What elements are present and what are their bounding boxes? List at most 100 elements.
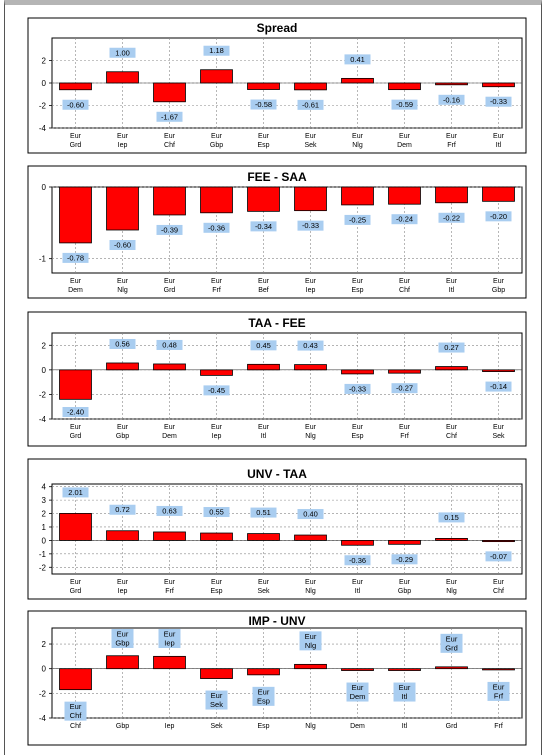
y-tick-label: -2 bbox=[39, 390, 47, 399]
category-label: Esp bbox=[257, 723, 269, 730]
value-label-text: -0.58 bbox=[255, 100, 272, 109]
value-label-box bbox=[485, 551, 512, 562]
value-label-text: Sek bbox=[210, 700, 223, 709]
category-label: Frf bbox=[165, 588, 174, 595]
y-tick-label: 2 bbox=[42, 640, 47, 649]
bar bbox=[59, 513, 92, 541]
bar bbox=[388, 540, 421, 545]
category-label: Iep bbox=[118, 142, 128, 149]
bar bbox=[106, 362, 139, 371]
value-label: -0.36 bbox=[203, 222, 230, 233]
chart-panel-1: Spread -4 -2 0 2 Eur Grd -0.60 Eur Iep 1.00 Eur Chf -… bbox=[27, 17, 527, 154]
value-label: -0.16 bbox=[438, 94, 465, 105]
category-label: Dem bbox=[68, 287, 83, 294]
value-label-text: -0.22 bbox=[443, 213, 460, 222]
value-label-text: Frf bbox=[494, 691, 504, 700]
value-label: -0.29 bbox=[391, 554, 418, 565]
value-label-text: -0.29 bbox=[396, 555, 413, 564]
category-label: Eur bbox=[399, 133, 411, 140]
value-label-box bbox=[346, 682, 369, 702]
category-label: Bef bbox=[258, 287, 269, 294]
category-label: Itl bbox=[355, 588, 361, 595]
value-label-text: -0.78 bbox=[67, 253, 84, 262]
value-label: -0.39 bbox=[156, 224, 183, 235]
category-label: Gbp bbox=[116, 433, 129, 440]
value-label-text: Esp bbox=[257, 696, 270, 705]
panel-frame bbox=[27, 311, 527, 447]
category-label: Esp bbox=[351, 433, 363, 440]
y-tick-label: 2 bbox=[42, 341, 47, 350]
value-label: 0.56 bbox=[109, 338, 136, 349]
category-label: Dem bbox=[350, 723, 365, 730]
value-label-text: -0.24 bbox=[396, 215, 413, 224]
category-label: Eur bbox=[258, 424, 270, 431]
category-label: Itl bbox=[402, 723, 408, 730]
value-label: -0.58 bbox=[250, 99, 277, 110]
value-label-text: 0.41 bbox=[350, 55, 365, 64]
category-label: Frf bbox=[447, 142, 456, 149]
bar bbox=[482, 186, 515, 202]
y-tick-label: -2 bbox=[39, 563, 47, 572]
value-label-box bbox=[111, 629, 134, 648]
value-label: -0.27 bbox=[391, 383, 418, 394]
value-label-box bbox=[62, 99, 89, 110]
value-label: 0.27 bbox=[438, 342, 465, 353]
category-label: Eur bbox=[117, 579, 129, 586]
value-label-text: Eur bbox=[446, 634, 458, 643]
value-label-box bbox=[156, 339, 183, 350]
value-label-text: -0.39 bbox=[161, 225, 178, 234]
category-label: Grd bbox=[446, 723, 458, 730]
page-frame bbox=[4, 0, 542, 755]
value-label: -1.67 bbox=[156, 111, 183, 122]
category-label: Eur bbox=[164, 424, 176, 431]
bar bbox=[388, 186, 421, 205]
value-label-box bbox=[391, 554, 418, 565]
value-label: -0.22 bbox=[438, 212, 465, 223]
value-label: 2.01 bbox=[62, 487, 89, 498]
category-label: Eur bbox=[305, 133, 317, 140]
bar bbox=[482, 668, 515, 671]
chart-title: Spread bbox=[257, 21, 298, 35]
category-label: Iep bbox=[165, 723, 175, 730]
category-label: Eur bbox=[305, 424, 317, 431]
value-label-box bbox=[438, 342, 465, 353]
category-label: Grd bbox=[70, 588, 82, 595]
value-label-box bbox=[252, 686, 275, 706]
value-label-text: -0.16 bbox=[443, 95, 460, 104]
value-label-text: -0.36 bbox=[208, 223, 225, 232]
category-label: Esp bbox=[210, 588, 222, 595]
bar bbox=[153, 655, 186, 670]
category-label: Eur bbox=[70, 424, 82, 431]
value-label-box bbox=[203, 222, 230, 233]
value-label-box bbox=[203, 507, 230, 518]
category-label: Nlg bbox=[117, 287, 128, 294]
value-label-text: -0.14 bbox=[490, 382, 507, 391]
bar bbox=[341, 668, 374, 671]
category-label: Sek bbox=[492, 433, 505, 440]
bar bbox=[106, 655, 139, 670]
category-label: Eur bbox=[117, 278, 129, 285]
value-label-box bbox=[158, 629, 181, 648]
bar bbox=[294, 364, 327, 371]
category-label: Sek bbox=[304, 142, 317, 149]
bar bbox=[200, 668, 233, 679]
category-label: Eur bbox=[352, 278, 364, 285]
value-label-box bbox=[391, 99, 418, 110]
category-label: Eur bbox=[211, 579, 223, 586]
category-label: Gbp bbox=[116, 723, 129, 730]
value-label: 0.51 bbox=[250, 507, 277, 518]
value-label-text: 2.01 bbox=[68, 488, 83, 497]
value-label-box bbox=[156, 505, 183, 516]
value-label-box bbox=[205, 690, 228, 710]
value-label-box bbox=[485, 96, 512, 107]
bar bbox=[247, 363, 280, 371]
value-label-text: Eur bbox=[258, 687, 270, 696]
bar bbox=[388, 82, 421, 91]
bar bbox=[435, 82, 468, 86]
category-label: Eur bbox=[211, 424, 223, 431]
category-label: Eur bbox=[70, 133, 82, 140]
category-label: Grd bbox=[164, 287, 176, 294]
